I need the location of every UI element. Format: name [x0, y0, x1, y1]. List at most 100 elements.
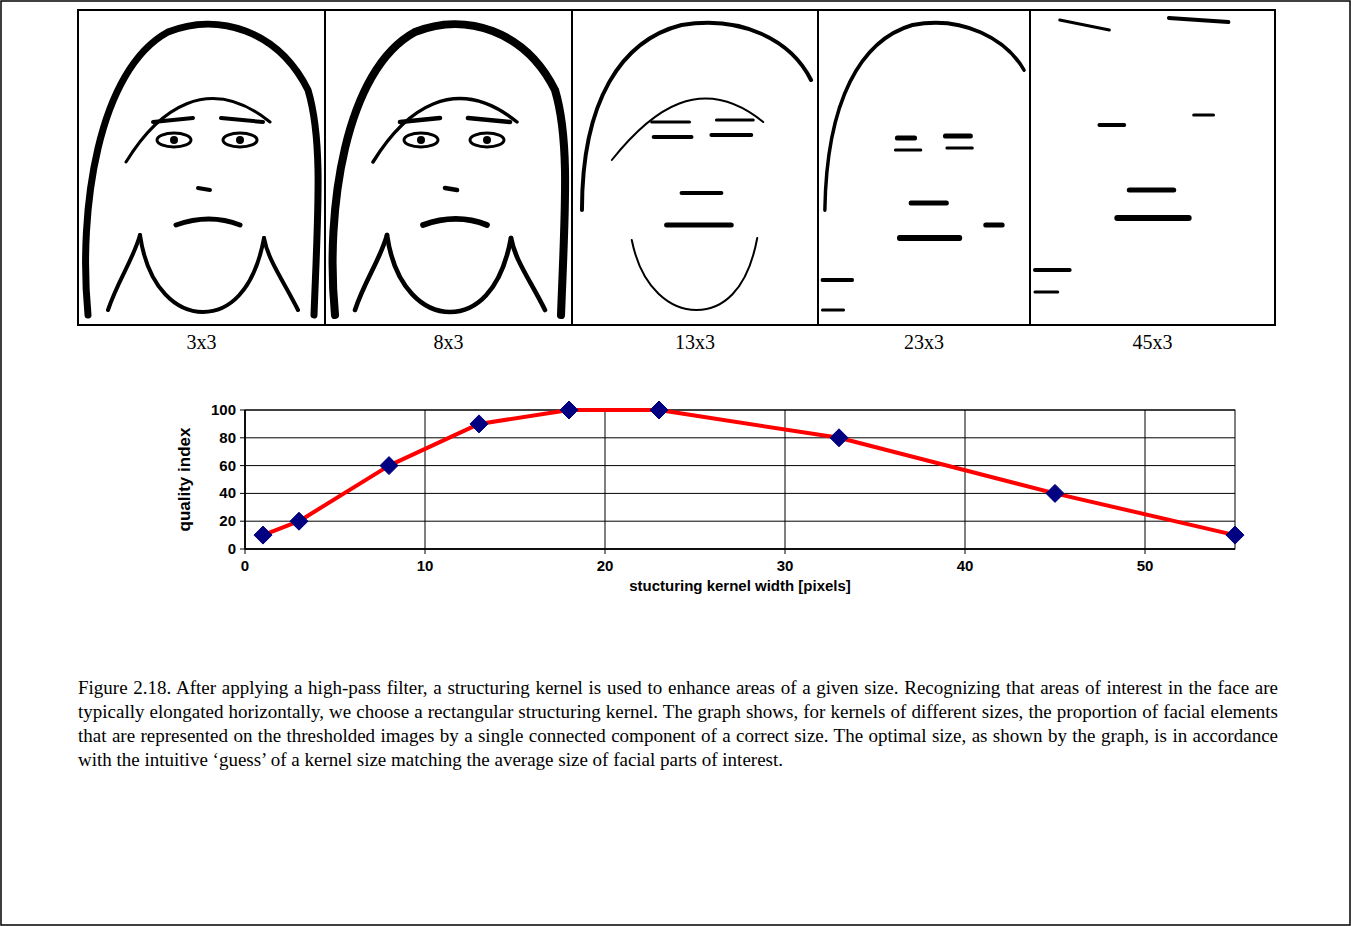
- data-marker: [830, 429, 848, 447]
- face-stroke: [423, 219, 487, 225]
- face-stroke: [355, 235, 387, 310]
- face-pupil: [170, 136, 178, 144]
- panel-label: 3x3: [187, 331, 217, 353]
- tick-label-y: 100: [211, 401, 236, 418]
- panel-frame: [818, 10, 1030, 325]
- grid-line-x: [425, 410, 426, 549]
- face-stroke: [900, 235, 960, 241]
- tick-label-y: 0: [228, 540, 236, 557]
- grid-line-x: [245, 410, 246, 549]
- face-sketch: [86, 24, 319, 315]
- data-line: [263, 410, 1235, 535]
- face-stroke: [198, 188, 210, 190]
- face-stroke: [654, 135, 692, 139]
- face-eye: [470, 133, 504, 147]
- face-stroke: [176, 219, 240, 225]
- data-marker: [380, 457, 398, 475]
- face-stroke: [612, 99, 763, 160]
- grid-line-y: [245, 521, 1235, 522]
- grid-line-y: [245, 549, 1235, 550]
- data-marker: [560, 401, 578, 419]
- face-stroke: [911, 201, 947, 206]
- tick-label-x: 0: [241, 557, 249, 574]
- y-axis-title: quality index: [175, 427, 194, 531]
- tick-label-y: 20: [219, 512, 236, 529]
- face-stroke: [1035, 268, 1070, 272]
- figure-root: 3x38x313x323x345x30204060801000102030405…: [0, 0, 1351, 926]
- face-stroke: [108, 235, 140, 310]
- tick-label-x: 40: [957, 557, 974, 574]
- face-stroke: [1194, 114, 1214, 117]
- panel-frame: [78, 10, 325, 325]
- panel-frame: [325, 10, 572, 325]
- face-stroke: [632, 238, 757, 310]
- x-axis: [245, 548, 1235, 550]
- face-stroke: [825, 23, 1024, 210]
- face-stroke: [897, 136, 915, 141]
- face-stroke: [126, 99, 270, 162]
- face-pupil: [417, 136, 425, 144]
- panel-frame: [572, 10, 818, 325]
- face-sketch: [333, 24, 566, 315]
- data-marker: [290, 512, 308, 530]
- tick-x: [965, 549, 966, 554]
- face-stroke: [985, 223, 1002, 228]
- panel-label: 23x3: [904, 331, 944, 353]
- face-stroke: [895, 149, 921, 152]
- face-stroke: [468, 118, 510, 122]
- face-sketch: [582, 23, 811, 310]
- caption: Figure 2.18. After applying a high-pass …: [78, 676, 1278, 772]
- face-stroke: [711, 133, 751, 137]
- face-stroke: [373, 99, 517, 162]
- tick-label-x: 30: [777, 557, 794, 574]
- face-stroke: [582, 23, 811, 210]
- face-stroke: [333, 24, 566, 315]
- panel-content: [582, 23, 811, 310]
- face-panel: [78, 10, 325, 325]
- panel-content: [1035, 18, 1228, 292]
- face-stroke: [1060, 20, 1110, 30]
- face-stroke: [652, 121, 690, 124]
- face-stroke: [822, 278, 852, 282]
- face-stroke: [1035, 291, 1058, 294]
- tick-y: [240, 521, 245, 522]
- tick-x: [605, 549, 606, 554]
- face-panel: [572, 10, 818, 325]
- face-stroke: [822, 309, 843, 312]
- panel-content: [86, 24, 319, 315]
- face-stroke: [716, 119, 753, 122]
- face-stroke: [264, 238, 298, 310]
- data-marker: [254, 526, 272, 544]
- face-eye: [157, 133, 191, 147]
- face-stroke: [1169, 18, 1229, 22]
- plot-frame: [245, 410, 1235, 549]
- face-panel: [818, 10, 1030, 325]
- grid-line-y: [245, 493, 1235, 494]
- face-pupil: [236, 136, 244, 144]
- tick-x: [1145, 549, 1146, 554]
- tick-x: [245, 549, 246, 554]
- face-stroke: [1099, 123, 1124, 127]
- data-marker: [1046, 484, 1064, 502]
- face-eye: [223, 133, 257, 147]
- face-stroke: [221, 118, 263, 122]
- face-stroke: [1117, 215, 1188, 221]
- tick-label-y: 80: [219, 429, 236, 446]
- face-sketch: [1035, 18, 1228, 292]
- tick-label-y: 40: [219, 484, 236, 501]
- data-group: [254, 401, 1244, 544]
- panel-label: 45x3: [1133, 331, 1173, 353]
- tick-y: [240, 410, 245, 411]
- figure-canvas: 3x38x313x323x345x30204060801000102030405…: [0, 0, 1351, 926]
- face-stroke: [1129, 188, 1174, 193]
- tick-y: [240, 549, 245, 550]
- grid-line-x: [605, 410, 606, 549]
- tick-label-x: 50: [1137, 557, 1154, 574]
- face-sketch: [822, 23, 1024, 310]
- data-marker: [470, 415, 488, 433]
- face-stroke: [400, 118, 440, 122]
- tick-y: [240, 437, 245, 438]
- data-marker: [650, 401, 668, 419]
- tick-x: [425, 549, 426, 554]
- data-marker: [1226, 526, 1244, 544]
